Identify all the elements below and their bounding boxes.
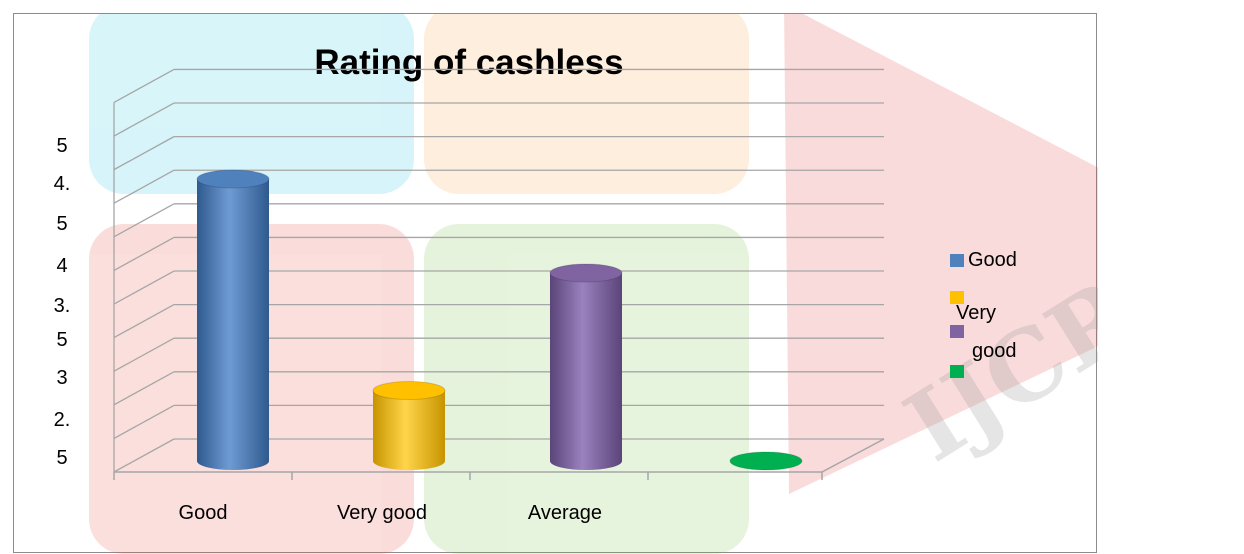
category-label: Good xyxy=(179,502,228,524)
legend-swatch xyxy=(950,254,964,267)
watermark-tile-orange xyxy=(424,14,749,194)
side-gridline xyxy=(113,136,175,171)
category-label: Average xyxy=(528,502,602,524)
chart-frame: IJCRT Rating of cashless 5 4. 5 4 3. 5 3 2. 5 Go… xyxy=(13,13,1098,554)
bars xyxy=(196,169,803,471)
y-tick-label: 4. xyxy=(54,173,71,195)
legend: Good Very good xyxy=(950,249,1017,378)
y-tick-label: 2. xyxy=(54,409,71,431)
floor-right-edge xyxy=(821,438,885,473)
legend-label: Good xyxy=(968,249,1017,271)
side-gridline xyxy=(113,102,175,137)
watermark-play-shape xyxy=(784,14,1098,494)
y-tick-label: 5 xyxy=(56,213,67,235)
side-gridline xyxy=(113,236,175,271)
y-tick-label: 5 xyxy=(56,329,67,351)
legend-label: Very xyxy=(956,302,996,324)
bar-good xyxy=(196,169,270,470)
y-tick-label: 3 xyxy=(56,367,67,389)
bar-body xyxy=(197,179,269,470)
side-gridline xyxy=(113,438,175,473)
side-gridline xyxy=(113,304,175,339)
chart-title: Rating of cashless xyxy=(314,43,623,82)
watermark-tile-blue xyxy=(89,14,414,194)
chart: IJCRT Rating of cashless 54.543.532.5 Go… xyxy=(54,14,1098,554)
bar-average xyxy=(549,263,623,470)
side-gridline xyxy=(113,337,175,372)
chart-walls xyxy=(113,68,885,480)
side-gridline xyxy=(113,371,175,406)
y-tick-label: 4 xyxy=(56,255,67,277)
category-label: Very good xyxy=(337,502,427,524)
legend-swatch xyxy=(950,291,964,304)
bar-top xyxy=(729,451,803,471)
y-tick-label: 5 xyxy=(56,447,67,469)
y-axis-ticks: 5 4. 5 4 3. 5 3 2. 5 xyxy=(54,135,71,469)
side-gridline xyxy=(113,404,175,439)
legend-swatch xyxy=(950,365,964,378)
bar-top xyxy=(549,263,623,283)
category-labels: Good Very good Average xyxy=(179,502,603,524)
legend-swatch xyxy=(950,325,964,338)
side-gridline xyxy=(113,270,175,305)
side-gridline xyxy=(113,68,175,103)
bar-top xyxy=(372,381,446,400)
bar-body xyxy=(373,390,445,470)
bar-very-good xyxy=(372,381,446,470)
y-tick-label: 3. xyxy=(54,295,71,317)
legend-label: good xyxy=(972,340,1017,362)
side-gridline xyxy=(113,203,175,238)
bar-body xyxy=(550,273,622,470)
side-gridline xyxy=(113,169,175,204)
bar-top xyxy=(196,169,270,189)
y-tick-label: 5 xyxy=(56,135,67,157)
bar-series-4 xyxy=(729,451,803,471)
